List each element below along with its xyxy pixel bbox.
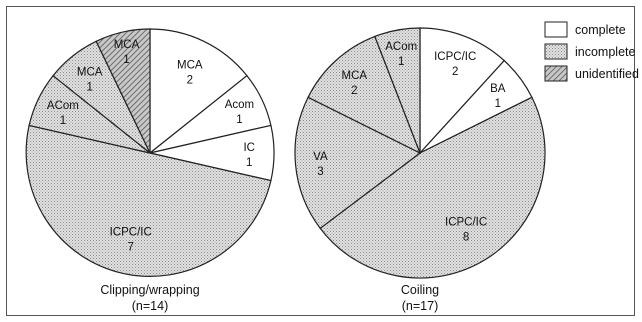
pie-1: MCA 2 Acom 1 IC 1 ICPC/IC 7 ACom 1 MCA 1 MCA 1 Clippin… xyxy=(25,28,275,313)
pie-caption: Coiling xyxy=(401,283,439,297)
slice-value-label: 1 xyxy=(495,98,501,110)
legend-label: complete xyxy=(575,23,626,37)
legend-item-complete: complete xyxy=(544,21,626,38)
pie-slice xyxy=(25,124,272,277)
pie-n-label: (n=14) xyxy=(132,299,168,313)
slice-value-label: 1 xyxy=(60,115,66,127)
legend-item-incomplete: incomplete xyxy=(544,43,635,60)
slice-label: ACom xyxy=(385,41,417,53)
pie-slice xyxy=(294,96,422,230)
pie-slice xyxy=(307,35,422,155)
slice-label: MCA xyxy=(342,70,368,82)
slice-value-label: 8 xyxy=(463,231,469,243)
legend: complete incomplete unidentified xyxy=(544,21,639,82)
slice-label: MCA xyxy=(177,59,203,71)
pie-2: ICPC/IC 2 BA 1 ICPC/IC 8 VA 3 MCA 2 ACom 1 Coiling (n… xyxy=(294,27,546,313)
slice-label: VA xyxy=(313,151,328,163)
slice-value-label: 1 xyxy=(86,81,92,93)
pie-slice xyxy=(319,96,546,279)
pie-n-label: (n=17) xyxy=(402,299,438,313)
slice-label: Acom xyxy=(225,99,254,111)
slice-label: BA xyxy=(490,83,506,95)
pie-slice xyxy=(95,28,151,154)
slice-value-label: 1 xyxy=(236,114,242,126)
slice-value-label: 2 xyxy=(351,85,357,97)
pie-slice xyxy=(149,28,248,155)
slice-value-label: 1 xyxy=(246,157,252,169)
pie-slice xyxy=(419,27,506,155)
legend-swatch xyxy=(544,43,568,60)
pie-slice xyxy=(374,27,421,154)
legend-item-unidentified: unidentified xyxy=(544,65,639,82)
slice-value-label: 3 xyxy=(317,166,323,178)
legend-label: unidentified xyxy=(575,67,639,81)
slice-label: MCA xyxy=(114,39,140,51)
slice-label: IC xyxy=(243,142,255,154)
slice-label: ACom xyxy=(47,100,79,112)
slice-label: ICPC/IC xyxy=(434,51,476,63)
slice-label: MCA xyxy=(77,66,103,78)
chart-frame xyxy=(6,6,635,316)
legend-swatch xyxy=(544,65,568,82)
slice-label: ICPC/IC xyxy=(110,227,152,239)
slice-value-label: 7 xyxy=(127,242,133,254)
pie-caption: Clipping/wrapping xyxy=(100,283,199,297)
slice-value-label: 1 xyxy=(398,56,404,68)
slice-value-label: 2 xyxy=(187,74,193,86)
slice-label: ICPC/IC xyxy=(445,216,487,228)
legend-label: incomplete xyxy=(575,45,635,59)
slice-value-label: 1 xyxy=(123,54,129,66)
slice-value-label: 2 xyxy=(452,66,458,78)
pies-group: MCA 2 Acom 1 IC 1 ICPC/IC 7 ACom 1 MCA 1 MCA 1 Clippin… xyxy=(25,27,546,313)
legend-swatch xyxy=(544,21,568,38)
